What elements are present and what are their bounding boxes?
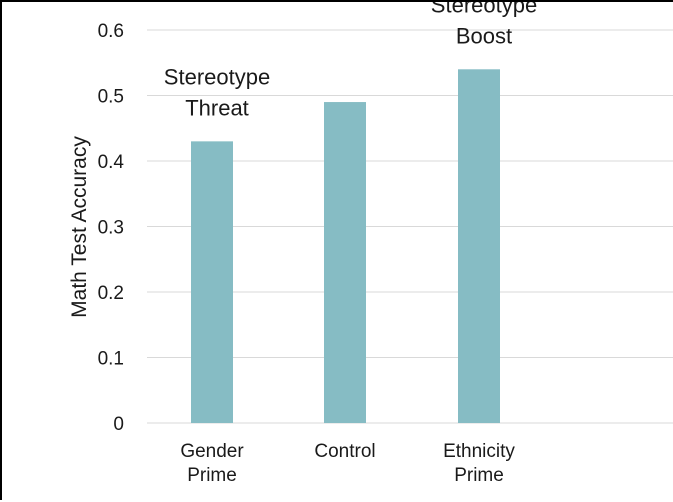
x-category-label: Ethnicity Prime (443, 441, 515, 486)
bar-annotation: Stereotype Boost (431, 2, 537, 48)
y-tick-label: 0.4 (98, 152, 125, 173)
x-category-label-line: Ethnicity (443, 441, 515, 462)
bar (191, 141, 233, 423)
y-tick-label: 0.2 (98, 283, 124, 304)
y-tick-label: 0.5 (98, 87, 124, 108)
y-tick-label: 0 (113, 414, 124, 435)
annotations: Stereotype Threat Stereotype Boost (164, 2, 537, 120)
bar-annotation-line: Boost (456, 23, 512, 48)
y-axis-title: Math Test Accuracy (68, 136, 91, 318)
bar-annotation-line: Threat (185, 95, 249, 120)
y-tick-label: 0.1 (98, 349, 124, 370)
bar-annotation-line: Stereotype (431, 2, 537, 17)
bar-annotation-line: Stereotype (164, 64, 270, 89)
x-category-label-line: Prime (187, 465, 237, 486)
bars (191, 69, 500, 424)
bar (324, 102, 366, 424)
x-category-label: Control (314, 441, 375, 462)
x-category-label-line: Prime (454, 465, 504, 486)
y-tick-label: 0.6 (98, 21, 124, 42)
x-category-label: Gender Prime (180, 441, 244, 486)
gridlines (147, 29, 673, 424)
y-axis-ticks: 0 0.1 0.2 0.3 0.4 0.5 0.6 (98, 21, 125, 435)
x-category-label-line: Control (314, 441, 375, 462)
bar (458, 69, 500, 424)
bar-annotation: Stereotype Threat (164, 64, 270, 120)
x-axis-labels: Gender Prime Control Ethnicity Prime (180, 441, 515, 486)
x-category-label-line: Gender (180, 441, 244, 462)
y-tick-label: 0.3 (98, 218, 124, 239)
